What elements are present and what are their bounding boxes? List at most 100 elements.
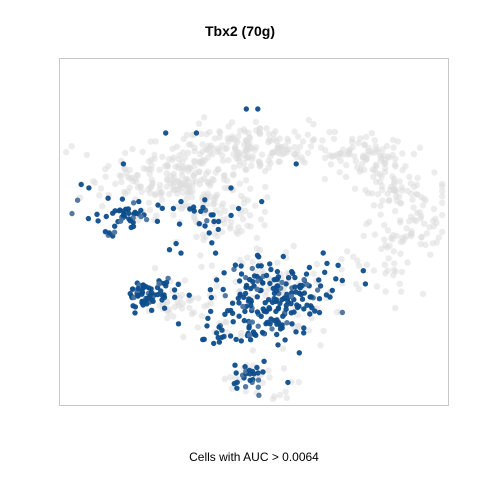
cell-point xyxy=(248,162,255,169)
cell-point xyxy=(422,197,429,204)
cell-point xyxy=(382,288,389,295)
high-auc-cell-point xyxy=(306,264,313,271)
cell-point xyxy=(370,173,377,181)
cell-point xyxy=(392,193,400,200)
cell-point xyxy=(164,163,172,170)
high-auc-cell-point xyxy=(335,262,341,268)
cell-point xyxy=(414,191,421,198)
high-auc-cell-point xyxy=(238,338,244,344)
cell-point xyxy=(364,190,372,197)
cell-point xyxy=(399,150,406,157)
high-auc-cell-point xyxy=(143,216,150,223)
high-auc-cell-point xyxy=(94,211,100,217)
cell-point xyxy=(209,151,216,158)
high-auc-cell-point xyxy=(202,223,208,229)
cell-point xyxy=(236,180,244,187)
cell-point xyxy=(376,171,384,178)
cell-point xyxy=(374,191,382,198)
cell-point xyxy=(282,249,290,256)
cell-point xyxy=(242,207,249,215)
high-auc-cell-point xyxy=(230,319,236,325)
cell-point xyxy=(390,179,398,186)
cell-point xyxy=(219,157,227,164)
cell-point xyxy=(304,149,312,157)
cell-point xyxy=(236,127,244,135)
cell-point xyxy=(259,151,266,158)
high-auc-cell-point xyxy=(146,285,152,291)
cell-point xyxy=(276,391,284,399)
high-auc-cell-point xyxy=(266,305,272,311)
cell-point xyxy=(321,154,329,162)
cell-point xyxy=(183,195,190,203)
cell-point xyxy=(419,290,427,298)
high-auc-cell-point xyxy=(316,277,322,283)
cell-point xyxy=(255,158,263,165)
cell-point xyxy=(178,291,186,299)
cell-point xyxy=(193,233,200,240)
cell-point xyxy=(240,200,248,207)
high-auc-cell-point xyxy=(329,287,335,294)
cell-point xyxy=(253,127,260,134)
high-auc-cell-point xyxy=(163,279,170,286)
high-auc-cell-point xyxy=(307,311,313,317)
high-auc-cell-point xyxy=(206,230,212,236)
cell-point xyxy=(280,365,288,372)
cell-point xyxy=(368,130,375,137)
high-auc-cell-point xyxy=(220,286,226,293)
cell-point xyxy=(259,379,266,386)
cell-point xyxy=(159,153,166,160)
high-auc-cell-point xyxy=(292,274,298,281)
cell-point xyxy=(379,197,386,204)
cell-point xyxy=(216,129,224,137)
cell-point xyxy=(179,189,186,196)
high-auc-cell-point xyxy=(249,319,256,325)
high-auc-cell-point xyxy=(288,293,295,300)
cell-point xyxy=(232,137,239,144)
high-auc-cell-point xyxy=(163,130,169,136)
cell-point xyxy=(290,242,297,250)
cell-point xyxy=(163,170,170,177)
cell-point xyxy=(390,248,397,255)
high-auc-cell-point xyxy=(135,293,141,299)
cell-point xyxy=(404,259,411,266)
cell-point xyxy=(164,314,171,322)
high-auc-cell-point xyxy=(205,315,211,321)
high-auc-cell-point xyxy=(166,247,173,253)
cell-point xyxy=(295,378,302,386)
cell-point xyxy=(266,285,273,292)
high-auc-cell-point xyxy=(155,291,161,298)
high-auc-cell-point xyxy=(204,218,210,224)
cell-point xyxy=(389,151,396,159)
cell-point xyxy=(433,239,440,246)
cell-point xyxy=(204,301,211,309)
high-auc-cell-point xyxy=(324,260,330,267)
cell-point xyxy=(244,254,251,261)
high-auc-cell-point xyxy=(254,364,260,371)
high-auc-cell-point xyxy=(229,310,236,316)
high-auc-cell-point xyxy=(232,362,238,368)
cell-point xyxy=(370,202,378,209)
high-auc-cell-point xyxy=(170,205,177,212)
cell-point xyxy=(327,161,335,168)
high-auc-cell-point xyxy=(246,332,253,338)
cell-point xyxy=(393,232,400,240)
cell-point xyxy=(174,203,181,210)
cell-point xyxy=(225,156,232,164)
high-auc-cell-point xyxy=(285,379,291,386)
cell-point xyxy=(426,224,433,231)
cell-point xyxy=(221,207,228,214)
cell-point xyxy=(179,163,187,170)
high-auc-cell-point xyxy=(155,202,161,208)
high-auc-cell-point xyxy=(214,277,220,283)
cell-point xyxy=(133,172,140,179)
cell-point xyxy=(212,195,219,202)
high-auc-cell-point xyxy=(112,208,118,214)
cell-point xyxy=(307,143,315,150)
cell-point xyxy=(207,180,214,187)
cell-point xyxy=(422,241,429,248)
high-auc-cell-point xyxy=(138,213,144,220)
high-auc-cell-point xyxy=(187,206,193,212)
cell-point xyxy=(343,161,350,169)
cell-point xyxy=(392,304,399,312)
